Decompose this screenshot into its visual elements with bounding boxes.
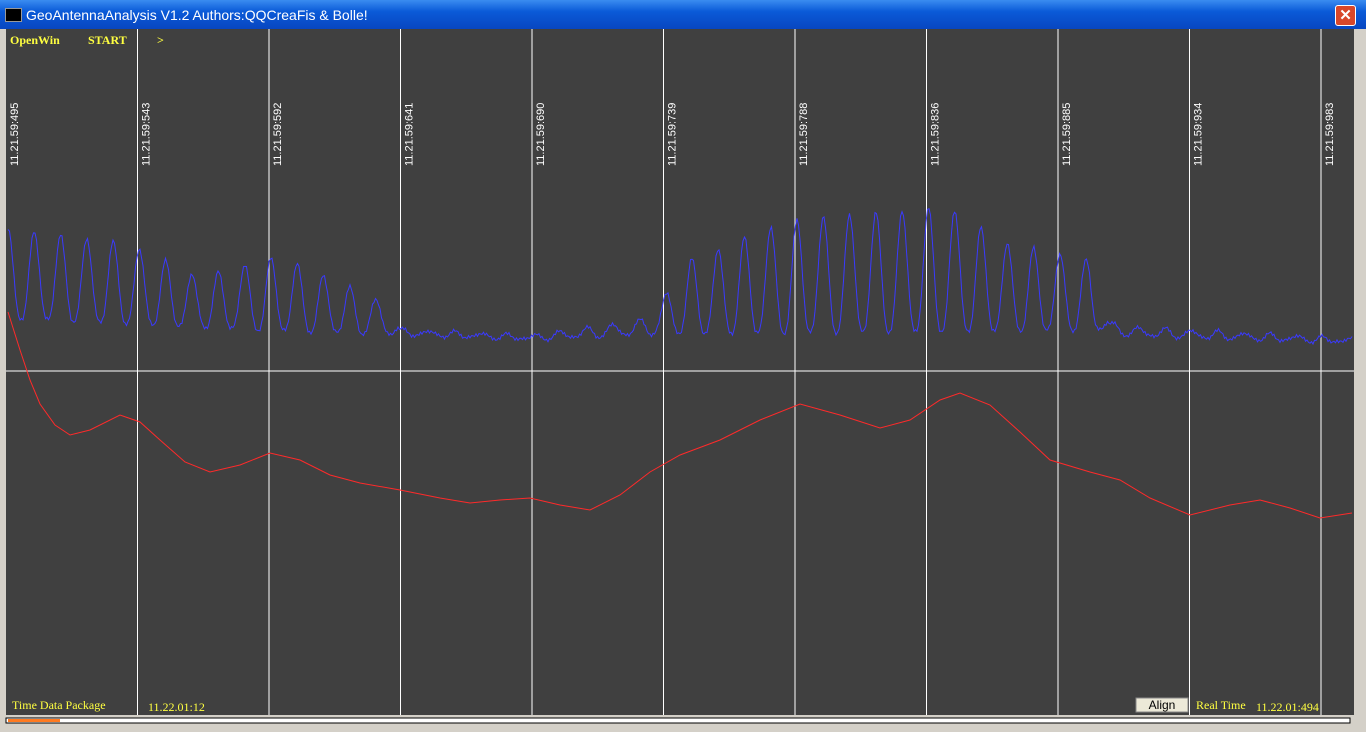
red-trace	[7, 311, 1353, 519]
time-marker-label: 11.21.59:690	[535, 103, 547, 166]
app-icon	[5, 8, 22, 22]
title-bar: GeoAntennaAnalysis V1.2 Authors:QQCreaFi…	[0, 0, 1366, 29]
close-button[interactable]: ✕	[1335, 5, 1356, 26]
package-label: Time Data Package	[12, 698, 106, 712]
time-marker-label: 11.21.59:836	[930, 103, 942, 166]
time-marker-label: 11.21.59:543	[141, 103, 153, 166]
time-marker-label: 11.21.59:495	[9, 103, 21, 166]
time-marker-label: 11.21.59:885	[1061, 103, 1073, 166]
progress-track	[5, 717, 1351, 724]
time-marker-label: 11.21.59:592	[272, 103, 284, 166]
window-title: GeoAntennaAnalysis V1.2 Authors:QQCreaFi…	[26, 7, 368, 23]
realtime-label: Real Time	[1196, 698, 1246, 712]
align-button[interactable]	[1135, 697, 1189, 713]
time-marker-label: 11.21.59:641	[404, 103, 416, 166]
blue-trace	[7, 208, 1353, 346]
menu-openwin[interactable]: OpenWin	[10, 33, 60, 47]
plot-background	[6, 29, 1354, 715]
progress-fill	[8, 719, 60, 722]
realtime-value: 11.22.01:494	[1256, 700, 1319, 714]
time-marker-label: 11.21.59:788	[798, 103, 810, 166]
time-marker-label: 11.21.59:739	[667, 103, 679, 166]
menu-next[interactable]: >	[157, 33, 164, 47]
package-time: 11.22.01:12	[148, 700, 205, 714]
time-marker-label: 11.21.59:983	[1324, 103, 1336, 166]
time-marker-label: 11.21.59:934	[1193, 103, 1205, 166]
menu-start[interactable]: START	[88, 33, 127, 47]
align-button-label[interactable]: Align	[1149, 698, 1176, 712]
